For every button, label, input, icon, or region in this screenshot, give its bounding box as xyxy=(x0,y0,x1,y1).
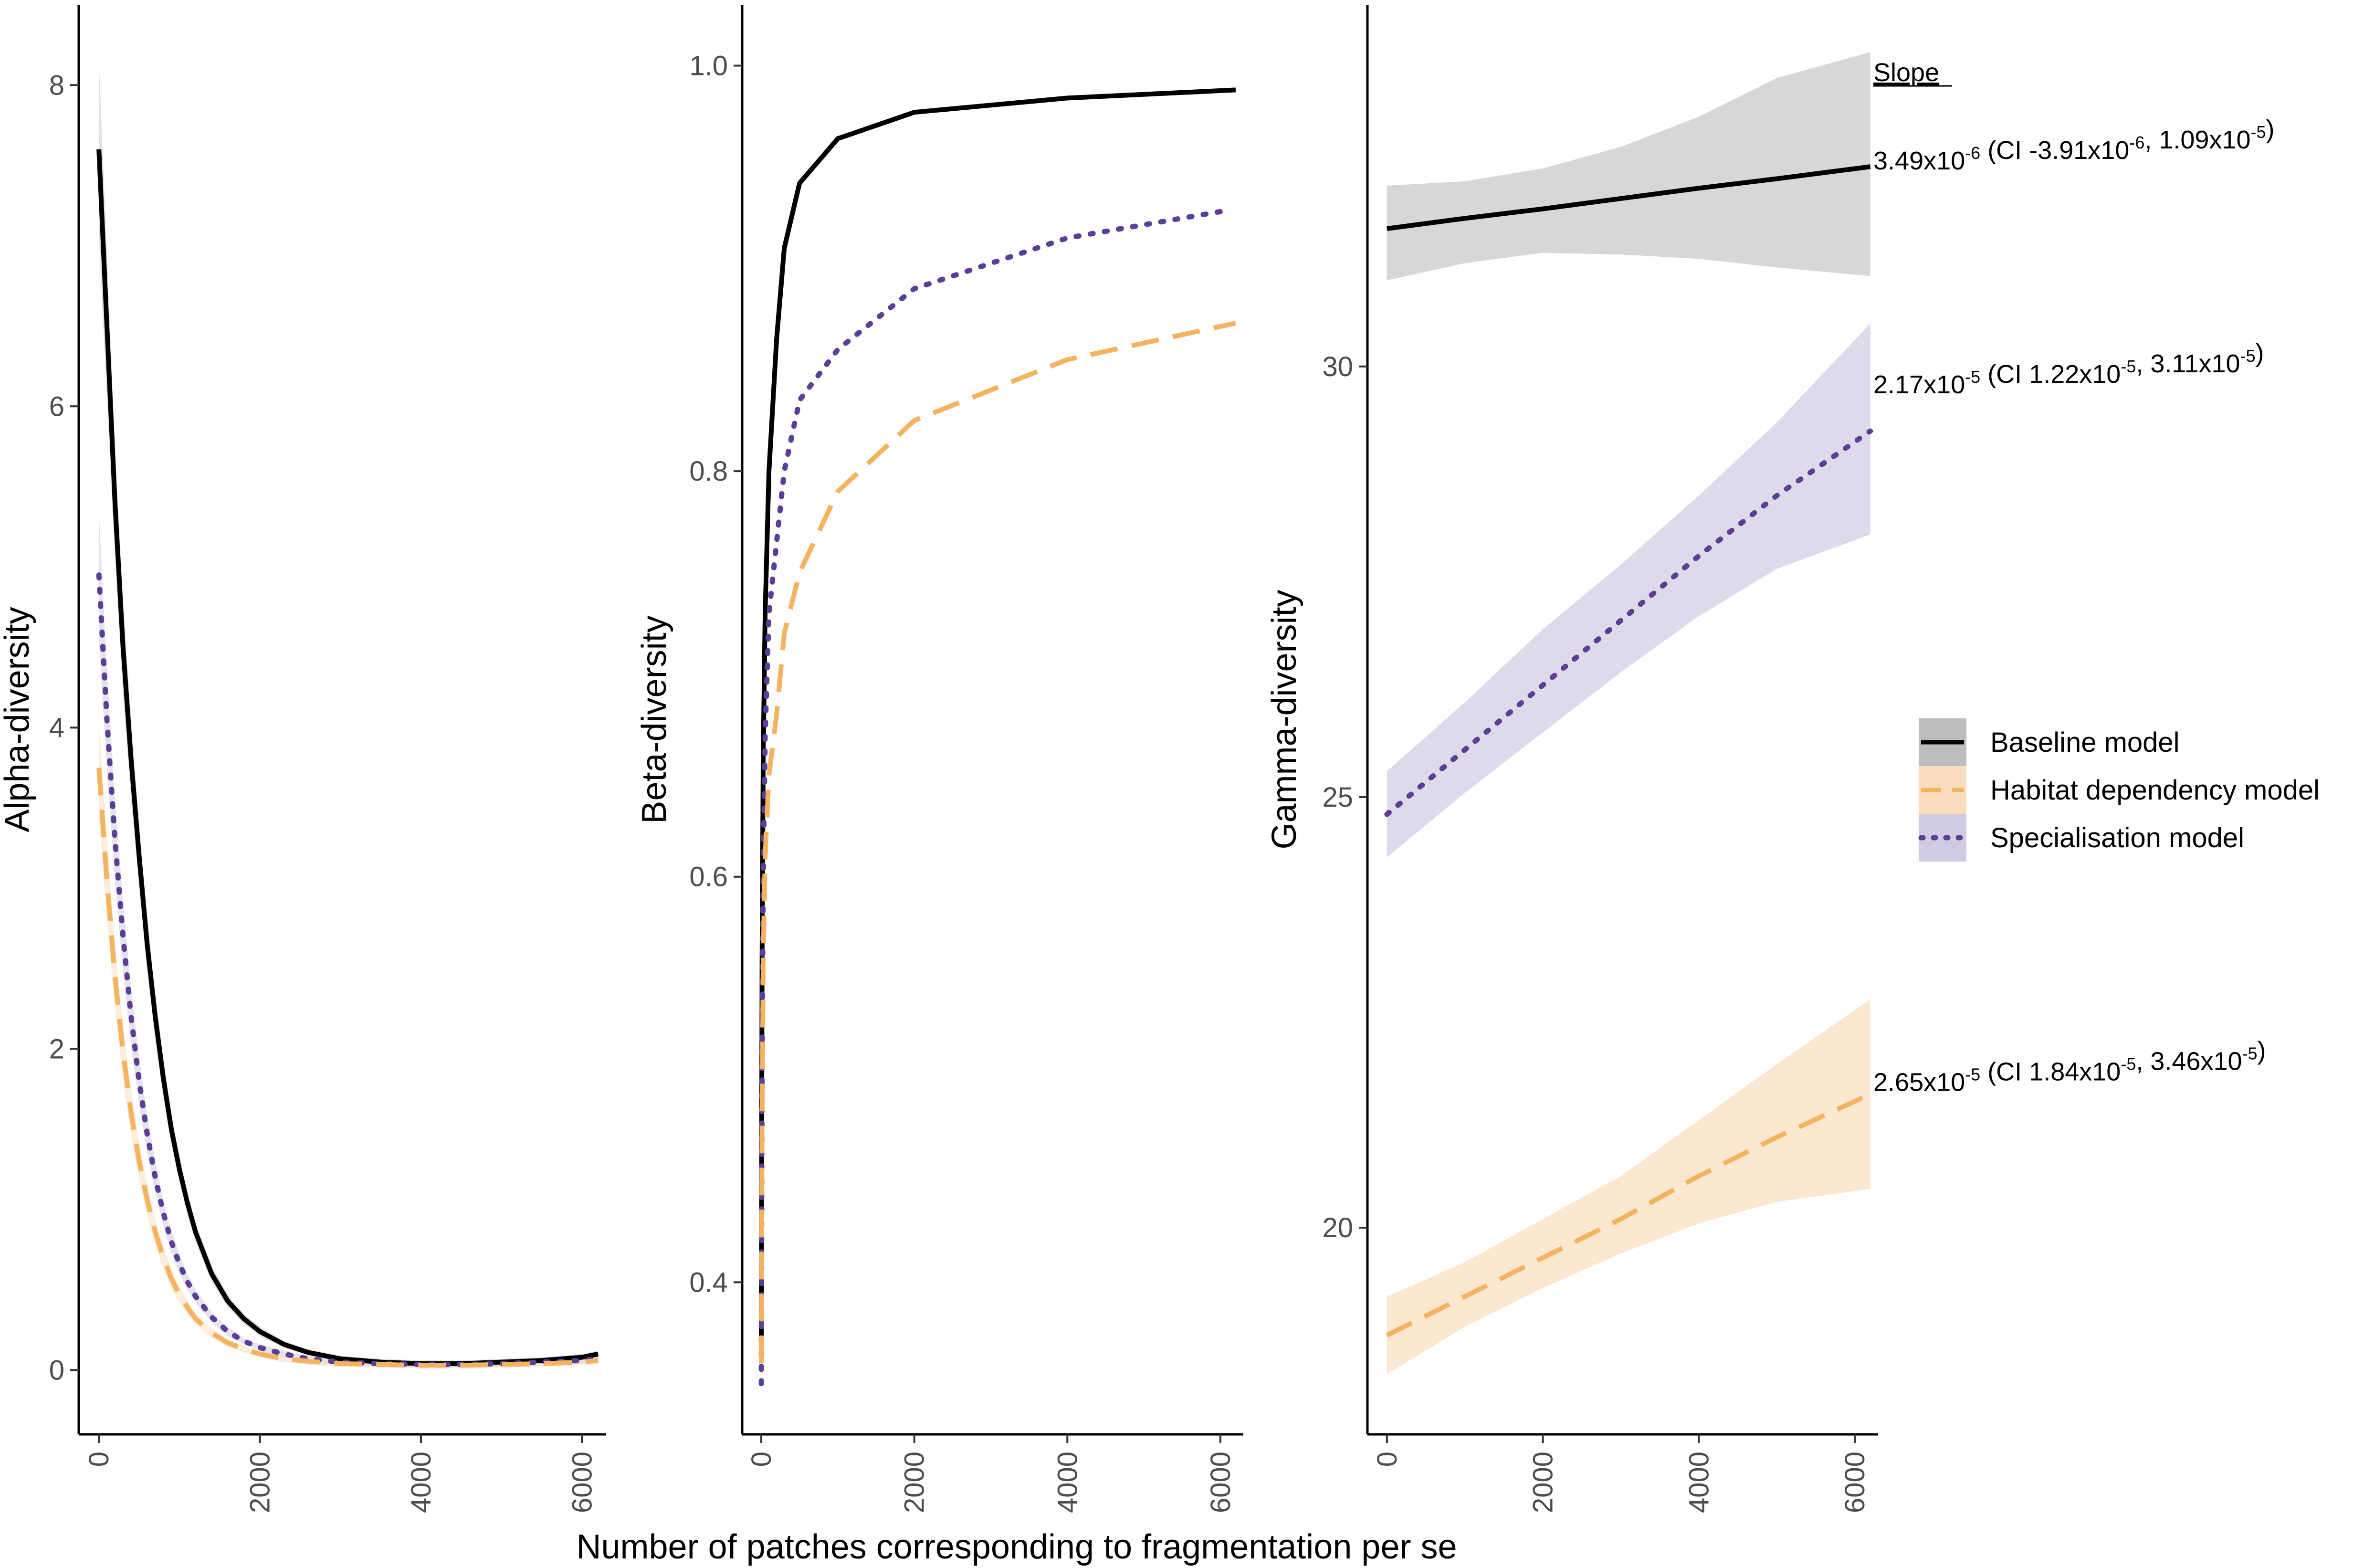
beta-line-special xyxy=(758,209,1223,1387)
alpha-line-baseline xyxy=(96,149,599,1366)
slope-annotation-habitat: 2.65x10-5 (CI 1.84x10-5, 3.46x10-5) xyxy=(1873,1036,2266,1096)
beta-y-tick-label: 0.6 xyxy=(689,862,728,893)
gamma-line-special xyxy=(1384,428,1873,817)
gamma-ribbon-special xyxy=(1387,323,1870,858)
gamma-x-tick-label: 6000 xyxy=(1839,1452,1870,1513)
gamma-y-tick-label: 30 xyxy=(1322,351,1353,382)
beta-y-tick-label: 1.0 xyxy=(689,50,728,81)
gamma-ribbon-habitat xyxy=(1387,999,1870,1374)
panel-alpha: 0 2 4 6 8 0 2000 4000 6000 Alpha-diversity xyxy=(0,5,606,1513)
alpha-y-tick-label: 0 xyxy=(49,1355,64,1386)
panel-beta: 0.4 0.6 0.8 1.0 0 2000 4000 6000 Beta-diversity xyxy=(635,5,1243,1513)
alpha-ribbon-special xyxy=(99,511,599,1368)
beta-x-tick-label: 0 xyxy=(746,1452,777,1467)
beta-line-baseline xyxy=(759,87,1236,1343)
alpha-x-tick-label: 2000 xyxy=(245,1452,276,1513)
alpha-x-tick-label: 4000 xyxy=(406,1452,437,1513)
gamma-y-tick-label: 20 xyxy=(1322,1212,1353,1243)
alpha-x-tick-label: 6000 xyxy=(567,1452,598,1513)
legend-label-special: Specialisation model xyxy=(1990,822,2244,853)
legend: Baseline model Habitat dependency model Sp… xyxy=(1918,718,2320,862)
beta-x-tick-label: 6000 xyxy=(1205,1452,1236,1513)
legend-label-habitat: Habitat dependency model xyxy=(1990,775,2320,806)
slope-annotation-special: 2.17x10-5 (CI 1.22x10-5, 3.11x10-5) xyxy=(1873,339,2264,399)
slope-annotation-baseline: 3.49x10-6 (CI -3.91x10-6, 1.09x10-5) xyxy=(1873,115,2275,175)
gamma-line-habitat xyxy=(1386,1092,1871,1337)
alpha-ribbon-baseline xyxy=(99,61,599,1367)
alpha-x-tick-label: 0 xyxy=(84,1452,115,1467)
alpha-line-special xyxy=(96,572,601,1368)
alpha-y-tick-label: 4 xyxy=(49,712,64,743)
beta-x-tick-label: 2000 xyxy=(899,1452,930,1513)
gamma-x-tick-label: 4000 xyxy=(1683,1452,1714,1513)
beta-x-tick-label: 4000 xyxy=(1052,1452,1083,1513)
alpha-y-axis-title: Alpha-diversity xyxy=(0,607,36,832)
gamma-y-axis-title: Gamma-diversity xyxy=(1265,589,1303,849)
panel-gamma: 20 25 30 0 2000 4000 6000 Gamma-diversity xyxy=(1265,5,1878,1513)
beta-y-tick-label: 0.8 xyxy=(689,456,728,487)
alpha-line-habitat xyxy=(96,768,599,1368)
gamma-x-tick-label: 0 xyxy=(1372,1452,1403,1467)
gamma-y-tick-label: 25 xyxy=(1322,782,1353,813)
beta-line-habitat xyxy=(759,321,1237,1364)
alpha-y-tick-label: 2 xyxy=(49,1033,64,1064)
legend-label-baseline: Baseline model xyxy=(1990,727,2180,758)
gamma-x-tick-label: 2000 xyxy=(1528,1452,1559,1513)
shared-x-axis-title: Number of patches corresponding to fragm… xyxy=(576,1528,1457,1566)
alpha-ribbon-habitat xyxy=(99,719,599,1368)
slope-header: Slope xyxy=(1873,58,1939,87)
alpha-y-tick-label: 6 xyxy=(49,391,64,422)
slope-annotations: Slope 3.49x10-6 (CI -3.91x10-6, 1.09x10-5… xyxy=(1873,58,2275,1096)
gamma-ribbon-baseline xyxy=(1387,52,1870,281)
alpha-y-tick-label: 8 xyxy=(49,70,64,101)
gamma-line-baseline xyxy=(1387,164,1871,232)
beta-y-tick-label: 0.4 xyxy=(689,1267,728,1298)
beta-y-axis-title: Beta-diversity xyxy=(635,615,673,823)
